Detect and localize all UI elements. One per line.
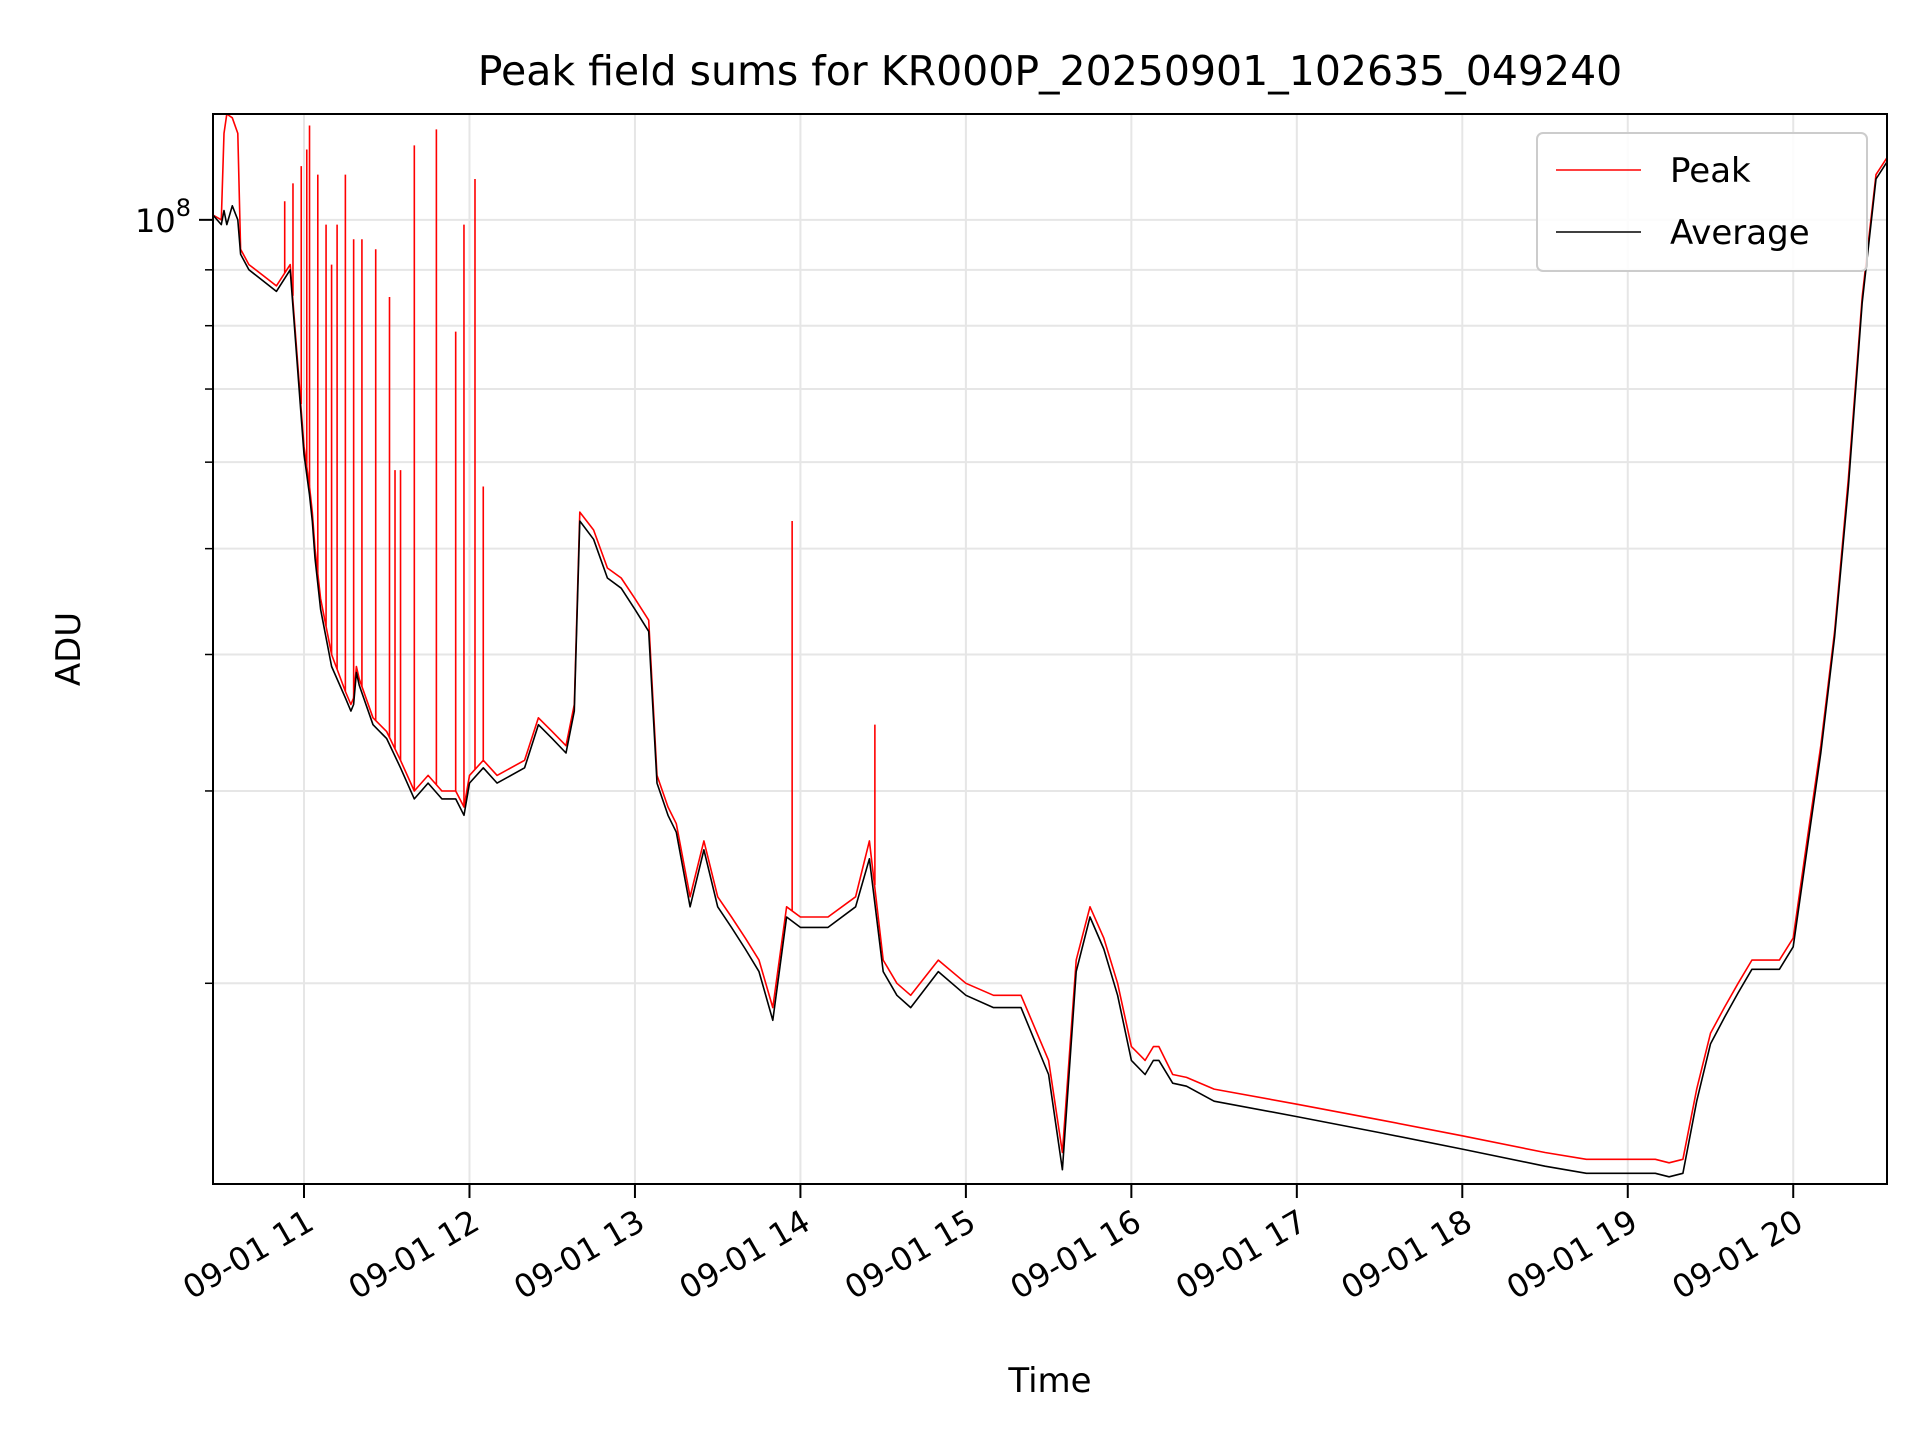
y-axis-label: ADU [49,612,89,686]
series-line-average [212,161,1888,1178]
x-axis-label: Time [1007,1361,1091,1401]
grid [213,114,1887,1184]
y-tick-label-exponent: 8 [176,194,191,222]
legend-peak-label: Peak [1670,151,1751,191]
chart-title: Peak field sums for KR000P_20250901_1026… [478,47,1623,95]
legend-average-label: Average [1670,213,1810,253]
series-line-peak [212,113,1888,1164]
y-tick-label-base: 10 [135,202,176,240]
legend: Peak Average [1536,132,1868,272]
y-tick-label: 108 [135,194,191,240]
y-axis: 108 [135,194,213,985]
legend-box [1536,132,1868,272]
plot-frame [212,113,1888,1185]
plot-area [212,113,1888,1178]
